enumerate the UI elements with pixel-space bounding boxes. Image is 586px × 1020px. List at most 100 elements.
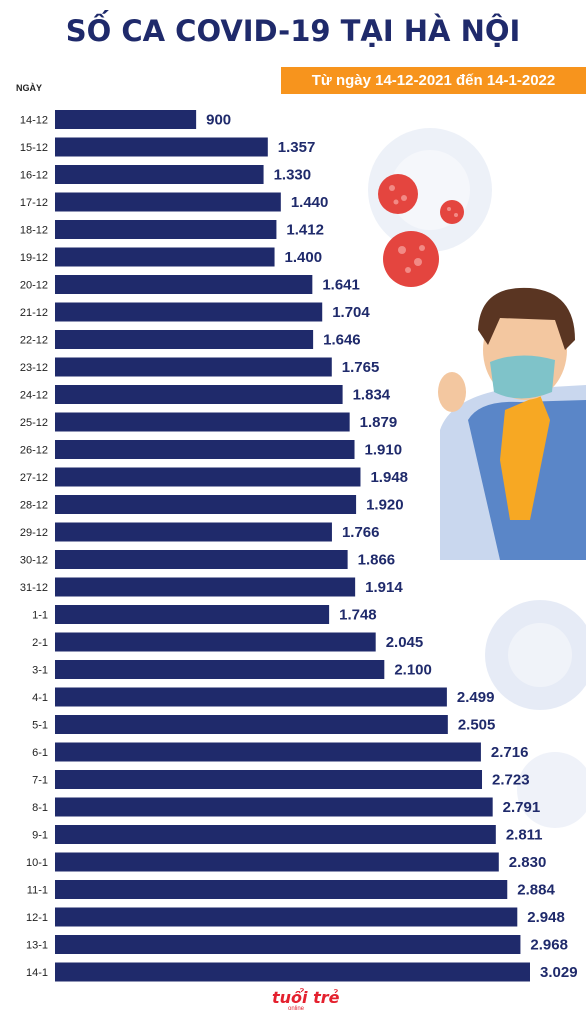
bar [55, 165, 264, 184]
category-label: 28-12 [20, 500, 48, 512]
bar [55, 907, 518, 927]
value-label: 2.830 [509, 854, 547, 871]
bar [55, 660, 385, 679]
value-label: 1.400 [285, 249, 323, 266]
blue-virus-icon [517, 752, 586, 828]
category-label: 7-1 [32, 775, 48, 787]
value-label: 2.968 [530, 937, 568, 954]
value-label: 2.499 [457, 689, 495, 706]
category-label: 15-12 [20, 142, 48, 154]
category-label: 3-1 [32, 665, 48, 677]
bar [55, 357, 332, 377]
category-label: 17-12 [20, 197, 48, 209]
bar [55, 275, 313, 294]
bar [55, 715, 448, 734]
value-label: 2.723 [492, 772, 530, 789]
category-label: 5-1 [32, 720, 48, 732]
value-label: 2.948 [527, 909, 565, 926]
value-label: 3.029 [540, 964, 578, 981]
category-label: 14-12 [20, 115, 48, 127]
y-axis-label: NGÀY [16, 83, 42, 93]
category-label: 4-1 [32, 692, 48, 704]
page-title: SỐ CA COVID-19 TẠI HÀ NỘI [65, 14, 521, 48]
tuoitre-logo: tuổi trẻ [272, 988, 340, 1007]
bar [55, 137, 268, 157]
category-label: 10-1 [26, 857, 48, 869]
value-label: 2.884 [517, 882, 555, 899]
value-label: 1.766 [342, 524, 380, 541]
bar [55, 880, 508, 899]
value-label: 1.920 [366, 497, 404, 514]
value-label: 2.100 [394, 662, 432, 679]
red-virus-icon [378, 174, 418, 214]
value-label: 900 [206, 112, 231, 129]
value-label: 1.765 [342, 359, 380, 376]
bar [55, 220, 277, 239]
value-label: 2.716 [491, 744, 529, 761]
category-label: 20-12 [20, 280, 48, 292]
bar [55, 577, 356, 597]
value-label: 1.641 [322, 277, 360, 294]
category-label: 12-1 [26, 912, 48, 924]
value-label: 1.914 [365, 579, 403, 596]
category-label: 26-12 [20, 445, 48, 457]
bar [55, 632, 376, 652]
category-label: 22-12 [20, 335, 48, 347]
bar [55, 302, 323, 322]
bar [55, 192, 281, 212]
category-label: 2-1 [32, 637, 48, 649]
bar [55, 110, 197, 129]
red-virus-icon [383, 231, 439, 287]
bar [55, 522, 332, 542]
category-label: 16-12 [20, 170, 48, 182]
category-label: 23-12 [20, 362, 48, 374]
value-label: 1.704 [332, 304, 370, 321]
value-label: 1.440 [291, 194, 329, 211]
category-label: 21-12 [20, 307, 48, 319]
bar [55, 605, 330, 624]
blue-virus-icon [485, 600, 586, 710]
date-range-badge: Từ ngày 14-12-2021 đến 14-1-2022 [281, 67, 586, 94]
bar [55, 330, 314, 349]
bar [55, 467, 361, 487]
value-label: 2.505 [458, 717, 496, 734]
value-label: 1.330 [274, 167, 312, 184]
value-label: 2.791 [503, 799, 541, 816]
tuoitre-logo-sub: online [288, 1006, 305, 1012]
value-label: 1.879 [360, 414, 398, 431]
bar [55, 797, 493, 817]
value-label: 1.357 [278, 139, 316, 156]
bar [55, 770, 483, 789]
category-label: 11-1 [27, 885, 48, 897]
bar [55, 412, 350, 432]
value-label: 1.948 [370, 469, 408, 486]
category-label: 18-12 [20, 225, 48, 237]
value-label: 1.412 [286, 222, 324, 239]
category-label: 6-1 [32, 747, 48, 759]
value-label: 1.748 [339, 607, 377, 624]
category-label: 14-1 [26, 967, 48, 979]
category-label: 1-1 [32, 610, 48, 622]
bar [55, 495, 357, 514]
category-label: 27-12 [20, 472, 48, 484]
category-label: 31-12 [20, 582, 48, 594]
bar [55, 385, 343, 404]
red-virus-icon [440, 200, 464, 224]
masked-person-illustration [438, 287, 586, 560]
value-label: 2.811 [506, 827, 543, 844]
value-label: 1.866 [358, 552, 396, 569]
value-label: 1.646 [323, 332, 361, 349]
value-label: 1.910 [365, 442, 403, 459]
category-label: 19-12 [20, 252, 48, 264]
value-label: 2.045 [386, 634, 424, 651]
bar [55, 742, 481, 762]
bar [55, 687, 447, 707]
bar [55, 247, 275, 267]
category-label: 8-1 [32, 802, 48, 814]
category-label: 30-12 [20, 555, 48, 567]
bar [55, 962, 530, 982]
bar [55, 440, 355, 459]
category-label: 25-12 [20, 417, 48, 429]
